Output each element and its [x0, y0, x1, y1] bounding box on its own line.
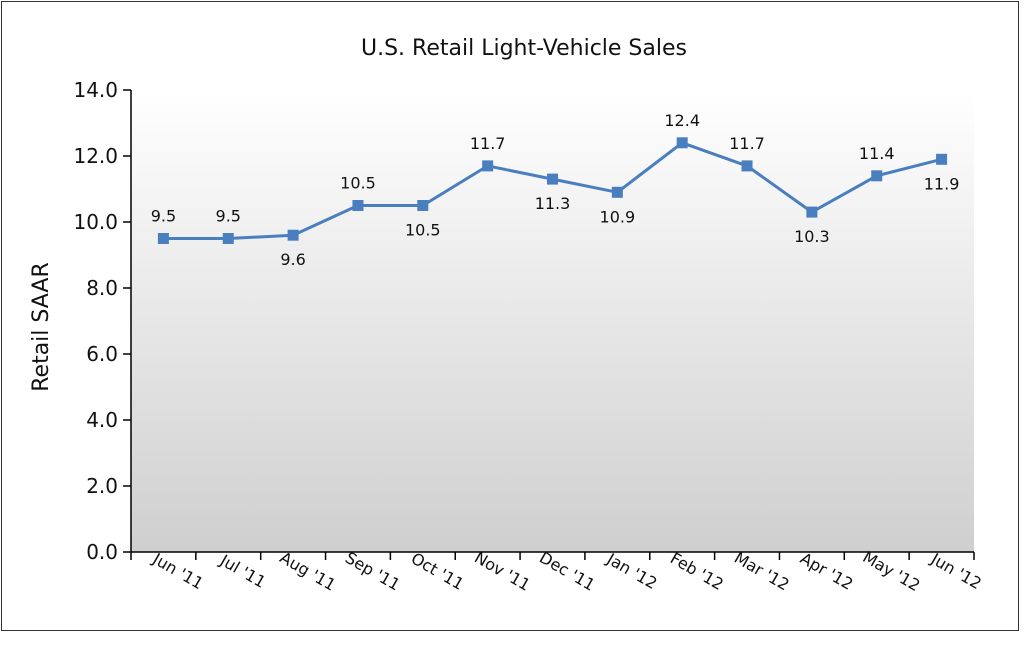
- data-point: [547, 173, 558, 185]
- data-point: [352, 200, 364, 211]
- chart-title: U.S. Retail Light-Vehicle Sales: [361, 36, 687, 61]
- data-point: [871, 170, 883, 182]
- data-label: 10.5: [340, 174, 376, 193]
- x-tick-label: Dec '11: [536, 548, 598, 595]
- data-label: 9.6: [280, 250, 305, 269]
- data-point: [417, 200, 429, 211]
- data-label: 9.5: [151, 207, 176, 226]
- data-point: [611, 186, 623, 198]
- y-tick-label: 14.0: [73, 78, 118, 102]
- y-tick-label: 8.0: [86, 276, 118, 300]
- x-tick-label: Jun '11: [149, 549, 207, 593]
- y-tick-label: 10.0: [73, 210, 118, 234]
- y-tick-label: 6.0: [86, 342, 118, 366]
- data-point: [157, 233, 169, 244]
- data-label: 10.9: [600, 207, 636, 226]
- data-label: 10.5: [405, 221, 441, 240]
- data-label: 11.7: [470, 134, 506, 153]
- x-tick-label: Sep '11: [342, 548, 403, 594]
- x-tick-labels: Jun '11 Jul '11 Aug '11 Sep '11 Oct '11 Nov '…: [149, 547, 985, 595]
- x-tick-label: Nov '11: [471, 548, 533, 595]
- x-tick-label: Aug '11: [277, 548, 339, 595]
- data-label: 12.4: [664, 111, 700, 130]
- plot-area: [131, 90, 974, 552]
- data-point: [482, 160, 494, 172]
- axes: [123, 89, 975, 560]
- series-group: [157, 137, 948, 244]
- data-label: 11.9: [924, 174, 960, 193]
- data-labels: 9.5 9.5 9.6 10.5 10.5 11.7 11.3 10.9 12.4 11.7 10.…: [151, 111, 960, 269]
- data-point: [287, 229, 299, 241]
- y-tick-label: 0.0: [86, 540, 118, 564]
- data-point: [676, 137, 688, 149]
- x-tick-label: Mar '12: [731, 548, 792, 594]
- data-label: 9.5: [216, 207, 241, 226]
- data-label: 10.3: [794, 227, 830, 246]
- data-label: 11.7: [729, 134, 765, 153]
- y-tick-label: 4.0: [86, 408, 118, 432]
- data-point: [936, 153, 948, 165]
- x-tick-label: Jan '12: [603, 549, 661, 593]
- data-label: 11.3: [535, 194, 571, 213]
- data-point: [806, 206, 818, 218]
- x-tick-label: May '12: [859, 547, 923, 595]
- y-tick-labels: 0.0 2.0 4.0 6.0 8.0 10.0 12.0 14.0: [73, 78, 118, 564]
- data-point: [222, 233, 234, 244]
- y-tick-label: 2.0: [86, 474, 118, 498]
- x-tick-label: Apr '12: [797, 549, 856, 594]
- y-tick-label: 12.0: [73, 144, 118, 168]
- data-point: [741, 160, 753, 172]
- x-tick-label: Jun '12: [927, 549, 985, 593]
- data-label: 11.4: [859, 144, 895, 163]
- x-tick-label: Oct '11: [408, 549, 467, 594]
- x-tick-label: Feb '12: [667, 548, 727, 594]
- y-axis-label: Retail SAAR: [29, 262, 54, 392]
